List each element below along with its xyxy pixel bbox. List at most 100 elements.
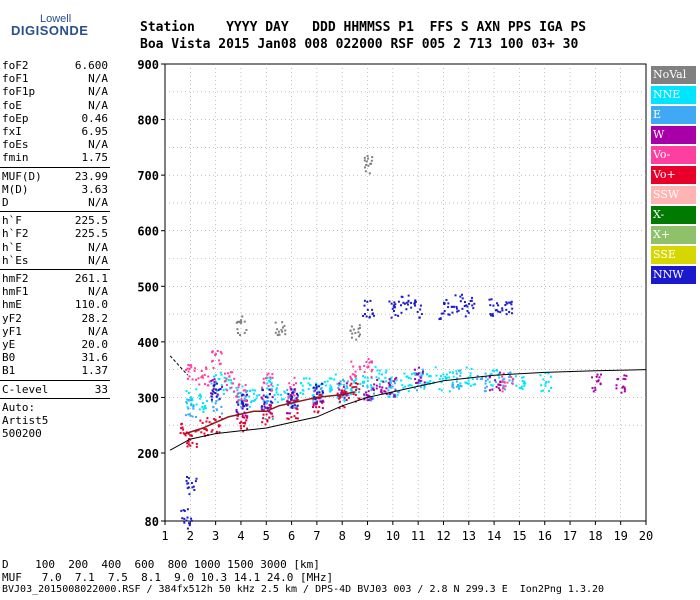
data-point — [354, 391, 357, 394]
param-value: N/A — [88, 85, 108, 99]
data-point — [339, 396, 342, 399]
data-point — [254, 389, 257, 392]
data-point — [467, 382, 470, 385]
data-point — [497, 304, 500, 307]
data-point — [324, 384, 327, 387]
data-point — [207, 375, 210, 378]
data-point — [457, 309, 460, 312]
data-point — [491, 384, 494, 387]
data-point — [333, 378, 336, 381]
data-point — [220, 384, 223, 387]
data-point — [185, 479, 188, 482]
data-point — [293, 406, 296, 409]
data-point — [594, 389, 597, 392]
data-point — [345, 391, 348, 394]
legend-item: X- — [651, 206, 696, 224]
data-point — [338, 397, 341, 400]
data-point — [369, 396, 372, 399]
data-point — [284, 333, 287, 336]
data-point — [365, 393, 368, 396]
y-tick-label: 200 — [137, 447, 159, 461]
data-point — [199, 419, 202, 422]
data-point — [496, 302, 499, 305]
data-point — [194, 367, 197, 370]
x-tick-label: 14 — [487, 529, 501, 543]
data-point — [455, 385, 458, 388]
data-point — [343, 394, 346, 397]
data-point — [215, 399, 218, 402]
data-point — [394, 378, 397, 381]
data-point — [212, 409, 215, 412]
data-point — [369, 360, 372, 363]
data-point — [193, 489, 196, 492]
data-point — [225, 379, 228, 382]
x-tick-label: 1 — [161, 529, 168, 543]
param-value: 3.63 — [81, 182, 109, 196]
param-row: foE N/A — [2, 99, 108, 113]
data-point — [400, 304, 403, 307]
data-point — [192, 485, 195, 488]
data-point — [188, 367, 191, 370]
data-point — [623, 390, 626, 393]
data-point — [314, 397, 317, 400]
param-separator — [0, 211, 110, 213]
data-point — [296, 394, 299, 397]
data-point — [236, 392, 239, 395]
data-point — [406, 375, 409, 378]
data-point — [193, 369, 196, 372]
data-point — [243, 416, 246, 419]
data-point — [479, 378, 482, 381]
data-point — [494, 379, 497, 382]
data-point — [439, 318, 442, 321]
data-point — [237, 412, 240, 415]
data-point — [354, 382, 357, 385]
data-point — [486, 378, 489, 381]
data-point — [350, 389, 353, 392]
data-point — [186, 475, 189, 478]
data-point — [299, 391, 302, 394]
data-point — [239, 399, 242, 402]
param-row: D N/A — [2, 196, 108, 210]
data-point — [205, 400, 208, 403]
data-point — [268, 406, 271, 409]
x-tick-label: 17 — [563, 529, 577, 543]
data-point — [373, 383, 376, 386]
data-point — [367, 394, 370, 397]
data-point — [212, 390, 215, 393]
data-point — [505, 313, 508, 316]
param-key: D — [2, 196, 9, 209]
data-point — [185, 368, 188, 371]
data-point — [363, 313, 366, 316]
data-point — [223, 376, 226, 379]
data-point — [459, 374, 462, 377]
param-value: 1.75 — [81, 151, 109, 165]
data-point — [410, 373, 413, 376]
data-point — [420, 375, 423, 378]
data-point — [262, 381, 265, 384]
data-point — [545, 380, 548, 383]
data-point — [370, 376, 373, 379]
data-point — [287, 401, 290, 404]
data-point — [358, 324, 361, 327]
data-point — [458, 385, 461, 388]
data-point — [472, 307, 475, 310]
data-point — [264, 377, 267, 380]
data-point — [242, 389, 245, 392]
data-point — [271, 396, 274, 399]
data-point — [452, 386, 455, 389]
data-point — [242, 402, 245, 405]
data-point — [186, 487, 189, 490]
data-point — [215, 388, 218, 391]
data-point — [216, 390, 219, 393]
data-point — [539, 374, 542, 377]
param-key: yF1 — [2, 324, 22, 338]
param-separator — [0, 379, 110, 381]
data-point — [363, 304, 366, 307]
data-point — [402, 387, 405, 390]
data-point — [421, 373, 424, 376]
data-point — [214, 392, 217, 395]
x-tick-label: 3 — [212, 529, 219, 543]
data-point — [264, 395, 267, 398]
data-point — [521, 380, 524, 383]
data-point — [371, 156, 374, 159]
